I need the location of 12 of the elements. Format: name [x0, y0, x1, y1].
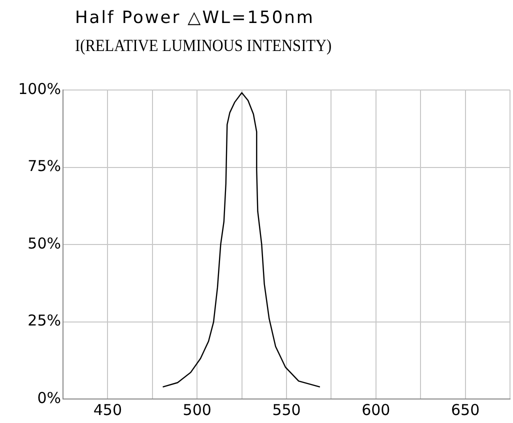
y-tick-label: 100% — [18, 80, 61, 98]
y-tick-label: 50% — [28, 234, 61, 252]
x-tick-label: 650 — [450, 400, 480, 419]
chart-subtitle: I(RELATIVE LUMINOUS INTENSITY) — [75, 36, 332, 56]
x-tick-label: 550 — [272, 400, 301, 419]
x-tick-label: 600 — [362, 400, 390, 419]
y-tick-label: 75% — [28, 157, 61, 176]
y-tick-label: 0% — [37, 388, 61, 407]
y-tick-label: 25% — [28, 312, 61, 330]
x-tick-label: 500 — [182, 400, 212, 419]
chart-title: Half Power △WL=150nm — [75, 8, 314, 28]
x-tick-label: 450 — [93, 400, 122, 419]
